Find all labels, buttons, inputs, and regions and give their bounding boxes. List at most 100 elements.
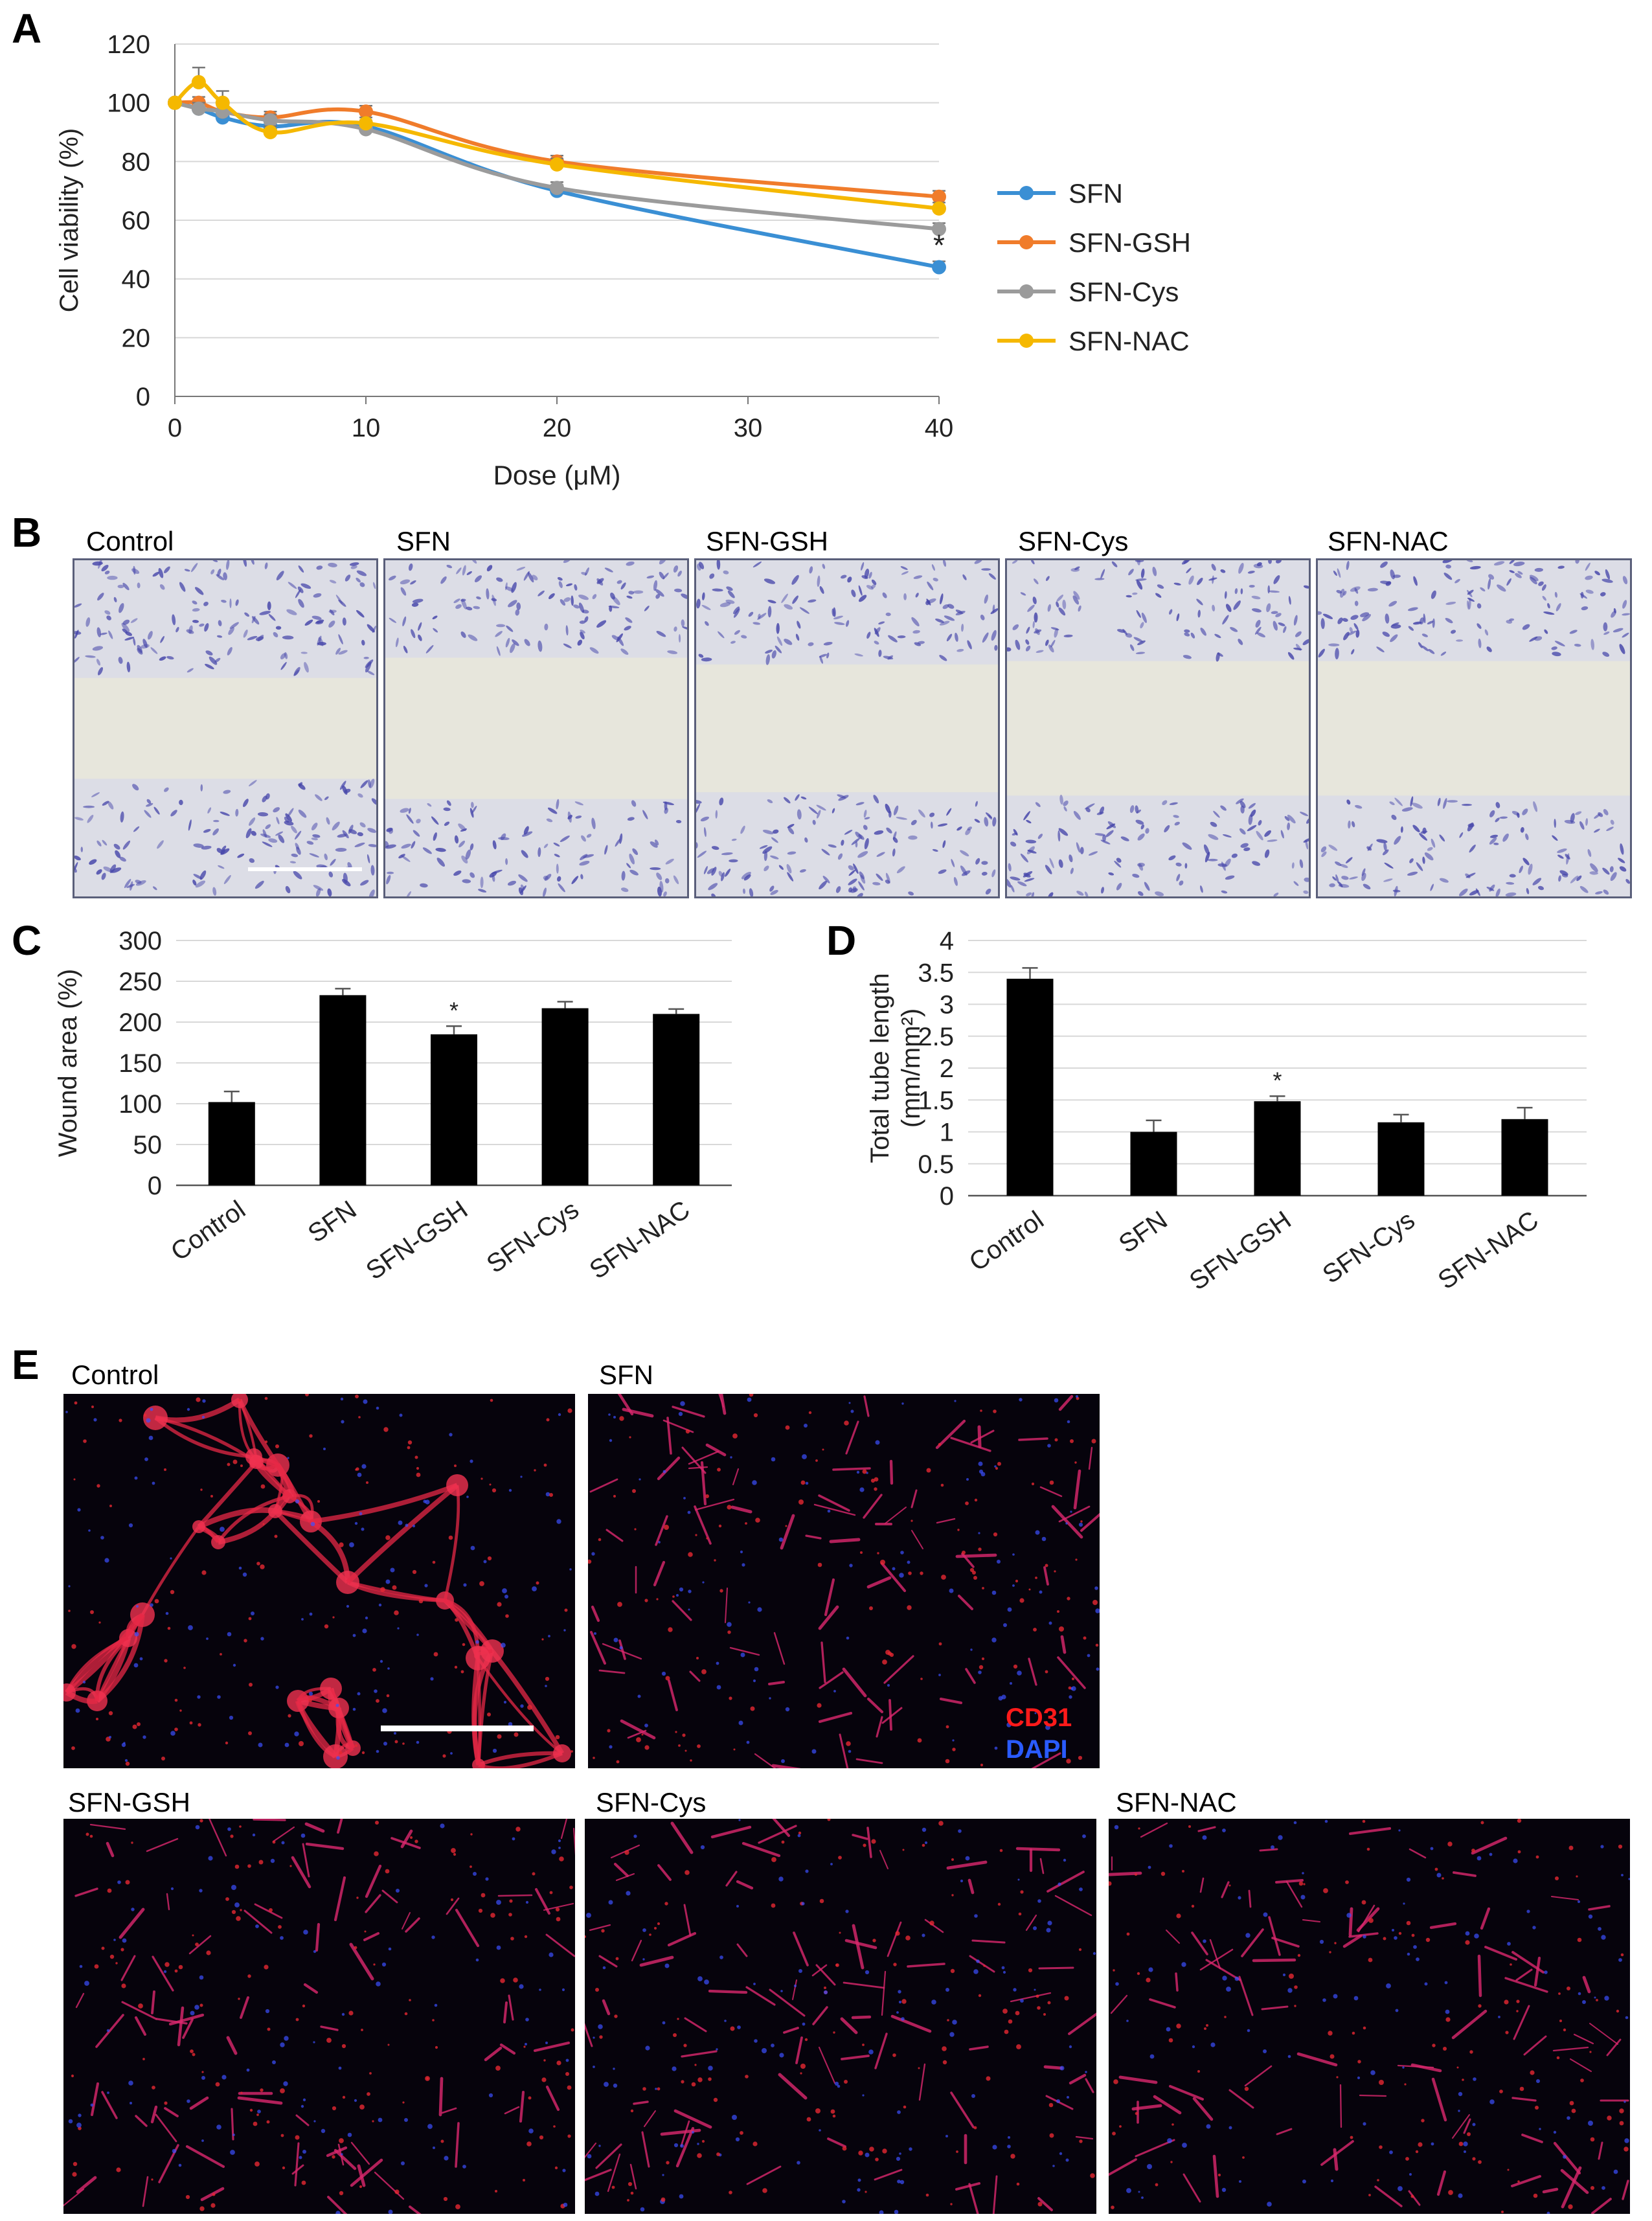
tube-segment xyxy=(238,1399,258,1463)
nucleus-dot xyxy=(834,2081,839,2086)
cell xyxy=(455,604,462,609)
x-tick-label-a: 20 xyxy=(543,414,572,442)
cell-fragment xyxy=(843,1981,885,1989)
cell-fragment xyxy=(315,1922,321,1952)
nucleus-dot xyxy=(771,1457,776,1462)
nucleus-dot xyxy=(487,1556,492,1561)
nucleus-dot xyxy=(697,1976,703,1981)
fluor-image-sfn-nac xyxy=(1109,1819,1630,2214)
nucleus-dot xyxy=(1059,1626,1064,1632)
nucleus-dot xyxy=(164,2101,168,2105)
cell xyxy=(413,830,420,837)
cell xyxy=(217,568,221,576)
nucleus-dot xyxy=(206,1950,211,1955)
nucleus-dot xyxy=(556,1519,561,1524)
tube-segment xyxy=(95,1636,130,1702)
cell-fragment xyxy=(455,2122,460,2168)
nucleus-dot xyxy=(1480,1821,1484,1825)
cell xyxy=(460,598,466,602)
cell xyxy=(367,624,375,633)
nucleus-dot xyxy=(907,1560,911,1564)
nucleus-dot xyxy=(107,1888,112,1893)
y-tick-label-a: 40 xyxy=(122,266,151,294)
nucleus-dot xyxy=(352,1634,356,1637)
nucleus-dot xyxy=(642,2087,646,2091)
nucleus-dot xyxy=(1085,2071,1087,2073)
cell xyxy=(247,635,258,641)
cell xyxy=(543,843,549,849)
nucleus-dot xyxy=(1334,1942,1337,1944)
cell xyxy=(122,582,130,591)
cell xyxy=(521,850,528,858)
x-tick-label-sfn: SFN xyxy=(303,1195,362,1248)
cell-fragment xyxy=(1484,1946,1517,1961)
tube-segment xyxy=(273,1495,291,1514)
nucleus-dot xyxy=(434,2003,438,2007)
nucleus-dot xyxy=(966,1478,969,1481)
nucleus-dot xyxy=(240,1909,242,1911)
cell xyxy=(981,568,991,571)
nucleus-dot xyxy=(898,1990,901,1994)
nucleus-dot xyxy=(1076,1395,1078,1398)
nucleus-dot xyxy=(862,2094,865,2097)
nucleus-dot xyxy=(510,1937,514,1941)
cell xyxy=(557,876,561,882)
cell-fragment xyxy=(1131,2104,1162,2111)
nucleus-dot xyxy=(819,2129,821,2132)
cell-fragment xyxy=(1275,1879,1304,1884)
tube-segment xyxy=(273,1492,292,1513)
nucleus-dot xyxy=(1087,1654,1091,1657)
nucleus-dot xyxy=(264,1396,268,1400)
tube-segment xyxy=(275,1463,292,1498)
nucleus-dot xyxy=(88,1529,91,1532)
cell xyxy=(518,874,528,882)
wound-label-sfn: SFN xyxy=(396,526,451,556)
cell-fragment xyxy=(863,1494,883,1519)
nucleus-dot xyxy=(294,1731,299,1737)
nucleus-dot xyxy=(848,1749,852,1753)
nucleus-dot xyxy=(800,2064,806,2069)
cell-fragment xyxy=(119,1908,145,1939)
cell xyxy=(192,600,198,605)
nucleus-dot xyxy=(1563,2155,1567,2159)
cell xyxy=(544,623,549,631)
nucleus-dot xyxy=(257,2110,261,2113)
cell-fragment xyxy=(688,1466,708,1470)
cell xyxy=(420,883,428,888)
nucleus-dot xyxy=(1004,2029,1009,2034)
cell xyxy=(465,849,471,860)
nucleus-dot xyxy=(902,1849,905,1851)
nucleus-dot xyxy=(524,1935,528,1939)
nucleus-dot xyxy=(1553,2130,1557,2134)
cell-fragment xyxy=(304,1822,325,1833)
wound-gap xyxy=(696,664,998,793)
cell xyxy=(478,889,487,893)
nucleus-dot xyxy=(676,1594,679,1597)
nucleus-dot xyxy=(416,1634,419,1636)
nucleus-dot xyxy=(780,1990,783,1992)
nucleus-dot xyxy=(470,1833,473,1836)
nucleus-dot xyxy=(1182,2143,1187,2148)
nucleus-dot xyxy=(673,2143,679,2148)
cell-fragment xyxy=(1197,1826,1216,1832)
nucleus-dot xyxy=(907,1605,912,1610)
wound-image-sfn-nac xyxy=(1316,558,1632,898)
cell xyxy=(213,819,220,823)
cell-fragment xyxy=(675,2126,695,2168)
nucleus-dot xyxy=(655,2088,657,2090)
cell xyxy=(620,648,629,655)
nucleus-dot xyxy=(229,1715,234,1720)
cell xyxy=(524,639,530,646)
tube-segment xyxy=(335,1707,354,1751)
nucleus-dot xyxy=(1462,2079,1464,2081)
cell xyxy=(991,869,996,878)
tube-segment xyxy=(329,1688,355,1749)
nucleus-dot xyxy=(830,2109,835,2114)
cell xyxy=(74,817,84,821)
panel-label-d: D xyxy=(826,917,857,964)
nucleus-dot xyxy=(323,1448,326,1450)
nucleus-dot xyxy=(781,1840,785,1844)
cell xyxy=(360,880,369,886)
cell xyxy=(492,840,497,850)
cell xyxy=(799,869,806,873)
